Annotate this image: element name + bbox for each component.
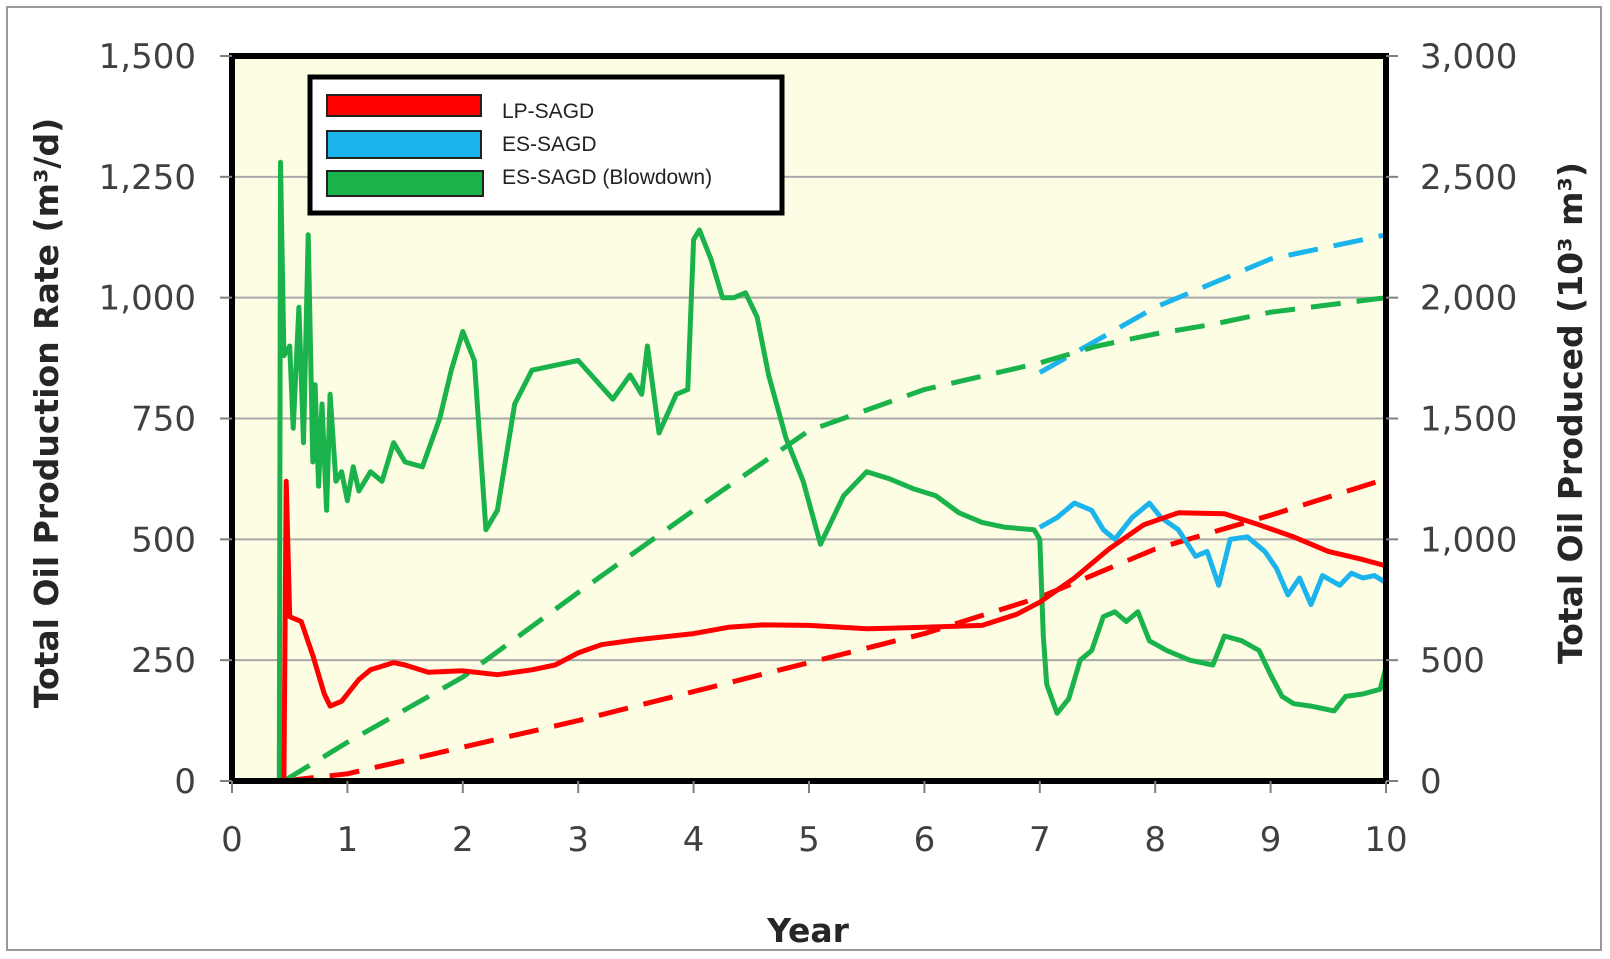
y-right-tick-label: 2,500 (1420, 158, 1517, 198)
series-es-sagd-blowdown-rate (232, 159, 1389, 784)
y-left-tick-label: 500 (131, 520, 196, 560)
y-left-tick-label: 1,000 (99, 279, 196, 319)
series-es-sagd-blowdown-cumulative (282, 295, 1387, 784)
series-lp-sagd-cumulative (283, 476, 1387, 784)
legend-swatch-es-sagd-blowdown (326, 170, 484, 197)
x-tick-label: 4 (683, 820, 705, 860)
y-left-tick-label: 1,250 (99, 158, 196, 198)
ticks (220, 55, 1398, 793)
series-layer (232, 159, 1389, 784)
y-axis-left-title: Total Oil Production Rate (m³/d) (27, 118, 66, 708)
x-tick-label: 2 (452, 820, 474, 860)
y-left-tick-label: 1,500 (99, 37, 196, 77)
y-left-tick-label: 750 (131, 400, 196, 440)
series-es-sagd-rate (1038, 500, 1388, 608)
y-right-tick-label: 0 (1420, 762, 1442, 802)
legend-label-es-sagd-blowdown: ES-SAGD (Blowdown) (502, 166, 712, 189)
y-right-tick-label: 1,000 (1420, 520, 1517, 560)
x-tick-label: 0 (221, 820, 243, 860)
x-tick-label: 8 (1144, 820, 1166, 860)
y-right-tick-label: 3,000 (1420, 37, 1517, 77)
series-es-sagd-cumulative (1038, 232, 1387, 375)
x-tick-label: 5 (798, 820, 820, 860)
x-tick-label: 10 (1364, 820, 1407, 860)
y-right-tick-label: 2,000 (1420, 279, 1517, 319)
y-left-tick-label: 250 (131, 641, 196, 681)
legend-label-lp-sagd: LP-SAGD (502, 100, 594, 123)
legend-label-es-sagd: ES-SAGD (502, 133, 597, 156)
legend-swatch-es-sagd (326, 130, 482, 159)
x-tick-label: 3 (567, 820, 589, 860)
x-tick-label: 6 (914, 820, 936, 860)
series-lp-sagd-rate (281, 478, 1387, 782)
y-left-tick-label: 0 (174, 762, 196, 802)
legend: LP-SAGD ES-SAGD ES-SAGD (Blowdown) (307, 74, 785, 216)
x-tick-label: 1 (337, 820, 359, 860)
x-tick-label: 7 (1029, 820, 1051, 860)
x-axis-title: Year (766, 911, 850, 950)
y-axis-right-title: Total Oil Produced (10³ m³) (1551, 162, 1590, 664)
tick-labels: 02505007501,0001,2501,50005001,0001,5002… (99, 37, 1518, 860)
x-tick-label: 9 (1260, 820, 1282, 860)
y-right-tick-label: 500 (1420, 641, 1485, 681)
y-right-tick-label: 1,500 (1420, 400, 1517, 440)
legend-swatch-lp-sagd (326, 94, 482, 117)
